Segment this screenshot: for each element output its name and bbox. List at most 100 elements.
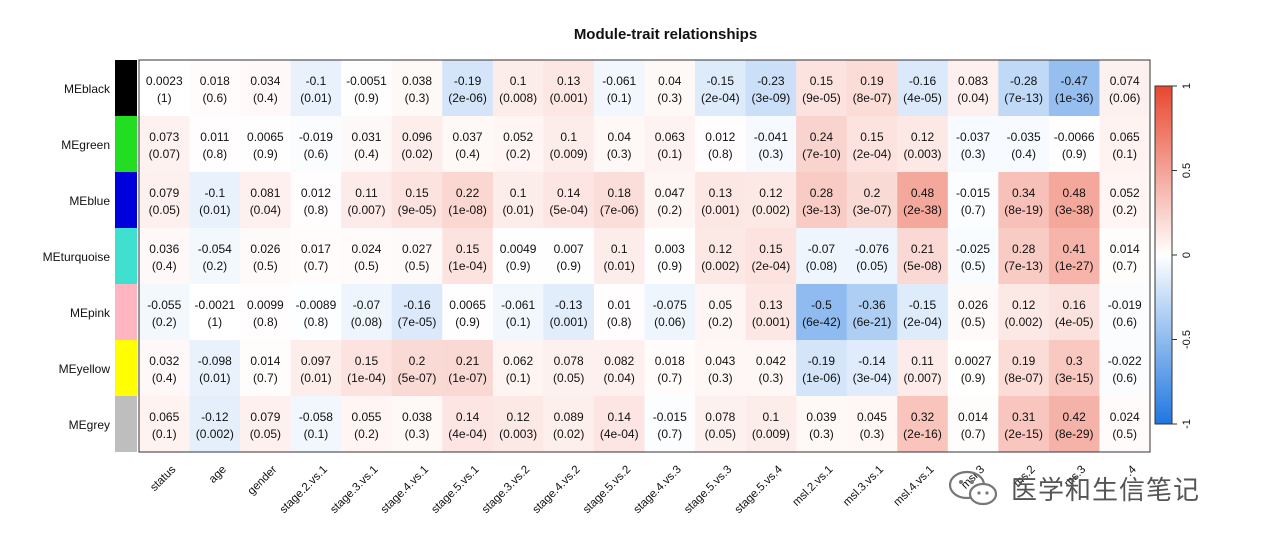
- cell-pvalue-label: (0.3): [607, 147, 632, 161]
- cell-pvalue-label: (0.003): [499, 427, 537, 441]
- cell-pvalue-label: (0.07): [149, 147, 180, 161]
- legend-tick-label: -0.5: [1181, 330, 1193, 349]
- cell-pvalue-label: (2e-04): [752, 259, 791, 273]
- cell-pvalue-label: (0.3): [708, 371, 733, 385]
- cell-pvalue-label: (2e-04): [701, 91, 740, 105]
- heatmap-cell: [341, 396, 393, 453]
- cell-correlation-label: -0.037: [956, 130, 990, 144]
- cell-correlation-label: 0.12: [1012, 298, 1036, 312]
- cell-correlation-label: 0.083: [958, 74, 988, 88]
- cell-pvalue-label: (0.5): [405, 259, 430, 273]
- cell-correlation-label: 0.007: [554, 242, 584, 256]
- row-label: MEgreen: [61, 138, 110, 152]
- heatmap-cell: [998, 228, 1050, 285]
- cell-pvalue-label: (0.4): [455, 147, 480, 161]
- heatmap-cell: [1048, 60, 1100, 117]
- heatmap-cell: [442, 172, 494, 229]
- cell-correlation-label: 0.081: [250, 186, 280, 200]
- heatmap-cell: [846, 60, 898, 117]
- cell-correlation-label: 0.096: [402, 130, 432, 144]
- heatmap-cell: [593, 228, 645, 285]
- heatmap-cell: [745, 284, 797, 341]
- heatmap-cell: [139, 284, 191, 341]
- heatmap-cell: [644, 116, 696, 173]
- cell-correlation-label: 0.12: [911, 130, 935, 144]
- heatmap-cell: [998, 116, 1050, 173]
- cell-correlation-label: 0.01: [608, 298, 632, 312]
- cell-pvalue-label: (0.3): [961, 147, 986, 161]
- cell-correlation-label: -0.5: [811, 298, 832, 312]
- column-label: stage.5.vs.3: [682, 464, 734, 516]
- heatmap-cell: [796, 172, 848, 229]
- cell-correlation-label: 0.011: [200, 130, 229, 144]
- cell-pvalue-label: (0.9): [506, 259, 531, 273]
- cell-correlation-label: 0.15: [456, 242, 480, 256]
- heatmap-cell: [290, 228, 342, 285]
- cell-correlation-label: 0.034: [250, 74, 280, 88]
- cell-pvalue-label: (3e-07): [853, 203, 892, 217]
- cell-correlation-label: 0.28: [810, 186, 834, 200]
- heatmap-cell: [1099, 60, 1151, 117]
- cell-correlation-label: 0.079: [149, 186, 179, 200]
- heatmap-cell: [1048, 228, 1100, 285]
- heatmap-cell: [1048, 284, 1100, 341]
- heatmap-cell: [998, 284, 1050, 341]
- cell-pvalue-label: (0.7): [657, 427, 682, 441]
- cell-correlation-label: -0.14: [858, 354, 886, 368]
- column-label: stage.5.vs.2: [581, 464, 633, 516]
- row-label: MEyellow: [59, 362, 111, 376]
- cell-correlation-label: -0.28: [1010, 74, 1038, 88]
- cell-pvalue-label: (1): [207, 315, 222, 329]
- heatmap-cell: [442, 228, 494, 285]
- cell-pvalue-label: (0.2): [657, 203, 682, 217]
- row-label: MEgrey: [69, 418, 110, 432]
- cell-correlation-label: 0.003: [655, 242, 685, 256]
- cell-pvalue-label: (0.002): [701, 259, 739, 273]
- heatmap-cell: [897, 340, 949, 397]
- cell-correlation-label: -0.36: [858, 298, 886, 312]
- column-label: stage.4.vs.3: [632, 464, 684, 516]
- watermark-text: 医学和生信笔记: [1011, 475, 1201, 506]
- cell-correlation-label: 0.11: [911, 354, 934, 368]
- cell-pvalue-label: (2e-16): [903, 427, 942, 441]
- cell-pvalue-label: (0.6): [1112, 371, 1137, 385]
- cell-correlation-label: 0.21: [456, 354, 480, 368]
- cell-correlation-label: 0.027: [402, 242, 432, 256]
- heatmap-cell: [695, 228, 747, 285]
- heatmap-cell: [796, 116, 848, 173]
- cell-correlation-label: 0.052: [503, 130, 533, 144]
- cell-pvalue-label: (8e-19): [1004, 203, 1043, 217]
- cell-correlation-label: 0.1: [611, 242, 628, 256]
- cell-correlation-label: 0.14: [608, 410, 632, 424]
- column-label: stage.3.vs.2: [480, 464, 532, 516]
- cell-correlation-label: 0.045: [857, 410, 887, 424]
- heatmap-cell: [593, 172, 645, 229]
- module-color-swatch: [115, 60, 137, 116]
- cell-correlation-label: -0.022: [1108, 354, 1142, 368]
- cell-correlation-label: -0.07: [353, 298, 381, 312]
- cell-correlation-label: 0.032: [149, 354, 179, 368]
- cell-correlation-label: 0.038: [402, 74, 432, 88]
- cell-pvalue-label: (0.8): [708, 147, 733, 161]
- heatmap-cell: [947, 228, 999, 285]
- heatmap-cell: [543, 228, 595, 285]
- heatmap-cell: [492, 60, 544, 117]
- heatmap-cell: [796, 228, 848, 285]
- cell-pvalue-label: (0.02): [553, 427, 584, 441]
- cell-correlation-label: 0.026: [958, 298, 988, 312]
- cell-pvalue-label: (8e-07): [853, 91, 892, 105]
- module-color-swatch: [115, 284, 137, 340]
- heatmap-cell: [391, 396, 443, 453]
- cell-pvalue-label: (0.4): [1011, 147, 1036, 161]
- cell-correlation-label: 0.0065: [247, 130, 284, 144]
- heatmap-cell: [644, 396, 696, 453]
- row-label: MEpink: [70, 306, 111, 320]
- cell-pvalue-label: (7e-13): [1004, 91, 1043, 105]
- cell-correlation-label: -0.16: [403, 298, 431, 312]
- heatmap-cell: [442, 284, 494, 341]
- cell-pvalue-label: (9e-05): [802, 91, 841, 105]
- heatmap-cell: [796, 396, 848, 453]
- column-label: gender: [246, 464, 280, 498]
- cell-correlation-label: 0.48: [1062, 186, 1086, 200]
- cell-pvalue-label: (0.2): [1112, 203, 1137, 217]
